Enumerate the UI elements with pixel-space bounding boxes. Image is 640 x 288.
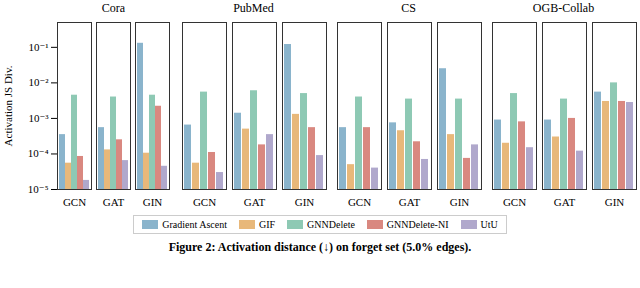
html-text:GIF: GIF bbox=[259, 219, 276, 230]
svg-text:GAT: GAT bbox=[554, 196, 576, 208]
html-text:PubMed: PubMed bbox=[233, 1, 274, 15]
html-text:UtU: UtU bbox=[480, 219, 498, 230]
svg-text:GCN: GCN bbox=[503, 196, 526, 208]
svg-text:GCN: GCN bbox=[63, 196, 86, 208]
svg-text:GIN: GIN bbox=[450, 196, 470, 208]
svg-text:10⁻⁵: 10⁻⁵ bbox=[28, 183, 49, 195]
svg-text:GCN: GCN bbox=[348, 196, 371, 208]
svg-text:10⁻²: 10⁻² bbox=[28, 76, 49, 88]
svg-text:10⁻¹: 10⁻¹ bbox=[28, 41, 48, 53]
svg-text:Activation JS Div.: Activation JS Div. bbox=[2, 65, 14, 146]
html-text:GNNDelete-NI: GNNDelete-NI bbox=[386, 219, 449, 230]
svg-text:10⁻³: 10⁻³ bbox=[28, 112, 49, 124]
svg-text:GAT: GAT bbox=[244, 196, 266, 208]
svg-text:GAT: GAT bbox=[103, 196, 125, 208]
html-text:GNNDelete: GNNDelete bbox=[307, 219, 355, 230]
html-text:Gradient Ascent: Gradient Ascent bbox=[162, 219, 227, 230]
svg-text:GIN: GIN bbox=[295, 196, 315, 208]
svg-text:10⁻⁴: 10⁻⁴ bbox=[28, 147, 49, 159]
html-text:Figure 2: Activation distance: Figure 2: Activation distance (↓) on for… bbox=[168, 240, 472, 254]
html-text:Cora: Cora bbox=[101, 1, 126, 15]
html-text:CS: CS bbox=[401, 1, 416, 15]
svg-text:GIN: GIN bbox=[143, 196, 163, 208]
svg-text:GAT: GAT bbox=[399, 196, 421, 208]
svg-text:GIN: GIN bbox=[605, 196, 625, 208]
svg-text:GCN: GCN bbox=[193, 196, 216, 208]
html-text:OGB-Collab: OGB-Collab bbox=[532, 1, 595, 15]
